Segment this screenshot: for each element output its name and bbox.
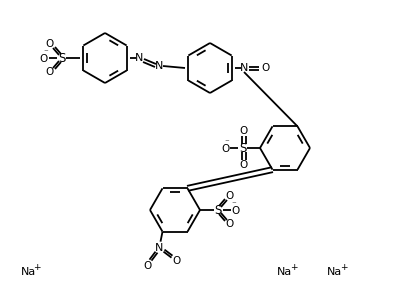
- Text: S: S: [239, 141, 247, 155]
- Text: ⁻: ⁻: [44, 48, 48, 57]
- Text: O: O: [221, 144, 229, 154]
- Text: +: +: [33, 263, 41, 271]
- Text: O: O: [240, 160, 248, 170]
- Text: O: O: [232, 206, 240, 216]
- Text: O: O: [226, 191, 234, 201]
- Text: N: N: [155, 243, 164, 253]
- Text: Na: Na: [277, 267, 293, 277]
- Text: N: N: [155, 61, 163, 71]
- Text: S: S: [214, 204, 222, 216]
- Text: N: N: [240, 63, 248, 73]
- Text: +: +: [290, 263, 298, 271]
- Text: ⁻: ⁻: [232, 201, 237, 210]
- Text: +: +: [340, 263, 348, 271]
- Text: N: N: [135, 53, 143, 63]
- Text: O: O: [143, 261, 151, 271]
- Text: O: O: [173, 256, 181, 266]
- Text: Na: Na: [20, 267, 36, 277]
- Text: O: O: [40, 54, 48, 64]
- Text: Na: Na: [327, 267, 343, 277]
- Text: S: S: [58, 51, 66, 65]
- Text: O: O: [226, 219, 234, 229]
- Text: O: O: [46, 67, 54, 77]
- Text: ⁻: ⁻: [225, 138, 229, 147]
- Text: O: O: [240, 126, 248, 136]
- Text: O: O: [46, 39, 54, 49]
- Text: O: O: [261, 63, 269, 73]
